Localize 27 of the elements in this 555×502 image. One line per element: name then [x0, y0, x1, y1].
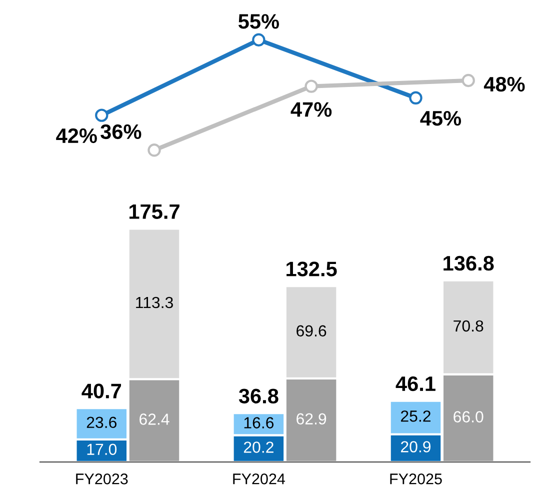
total-label: 46.1 — [396, 376, 436, 392]
x-tick-label: FY2025 — [390, 474, 442, 484]
total-label: 136.8 — [444, 256, 494, 271]
data-label: 47% — [290, 102, 332, 117]
x-tick-label: FY2023 — [76, 474, 128, 484]
data-label: 62.9 — [296, 413, 326, 425]
data-label: 23.6 — [86, 416, 116, 428]
total-label: 175.7 — [130, 204, 180, 219]
data-label: 55% — [238, 14, 279, 29]
data-label: 20.9 — [401, 441, 431, 452]
data-label: 48% — [484, 76, 525, 92]
data-label: 17.0 — [87, 444, 117, 455]
data-label: 42% — [56, 128, 97, 144]
data-label: 45% — [420, 111, 462, 126]
data-label: 113.3 — [136, 296, 173, 308]
data-label: 36% — [100, 124, 142, 140]
data-label: 66.0 — [454, 411, 484, 422]
total-label: 36.8 — [238, 388, 278, 404]
data-label: 69.6 — [296, 325, 326, 337]
data-label: 20.2 — [244, 442, 274, 453]
data-label: 16.6 — [244, 417, 274, 428]
data-label: 25.2 — [401, 410, 430, 422]
data-label: 70.8 — [454, 320, 484, 332]
data-label: 62.4 — [140, 414, 170, 425]
total-label: 132.5 — [286, 262, 337, 276]
total-label: 40.7 — [82, 384, 122, 398]
x-tick-label: FY2024 — [233, 474, 286, 484]
